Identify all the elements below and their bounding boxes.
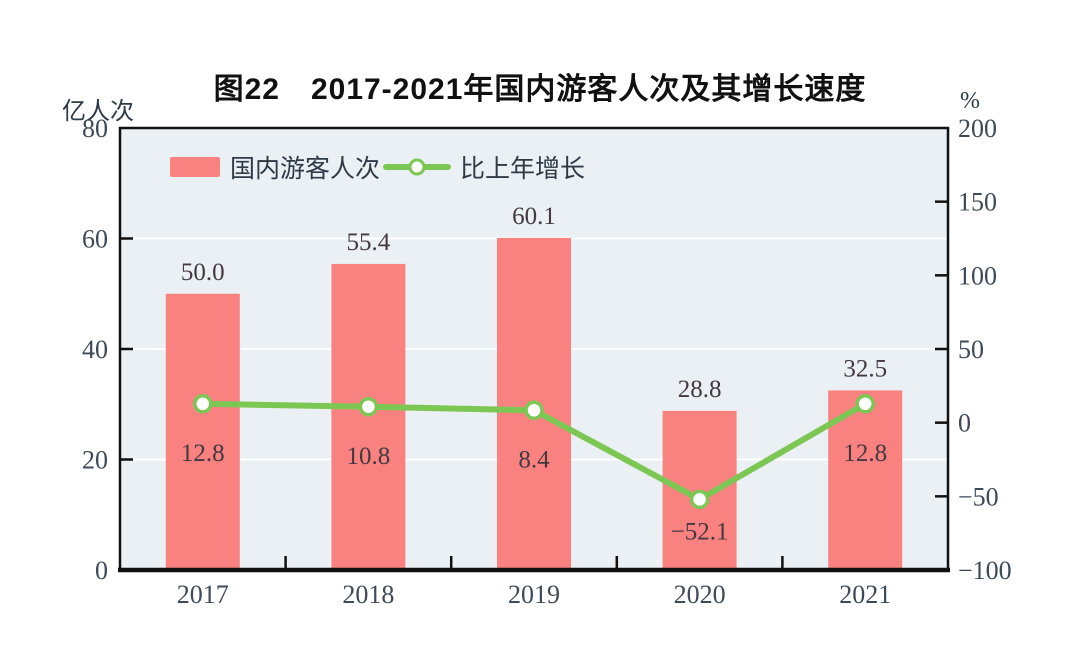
- left-axis-tick-label: 0: [95, 556, 108, 585]
- right-axis-tick-label: 150: [958, 188, 997, 217]
- line-marker: [689, 489, 710, 510]
- right-axis-unit-label: %: [960, 88, 980, 114]
- line-value-label: 8.4: [518, 446, 550, 473]
- right-axis-tick-label: −100: [958, 556, 1012, 585]
- bar-value-label: 60.1: [512, 203, 556, 230]
- line-marker: [358, 397, 379, 417]
- right-axis-tick-label: 0: [958, 409, 971, 438]
- line-marker: [193, 394, 213, 414]
- left-axis-tick-label: 40: [82, 335, 108, 364]
- bar-value-label: 55.4: [347, 229, 391, 256]
- bar-value-label: 32.5: [843, 355, 887, 382]
- legend-line-marker: [408, 158, 426, 176]
- right-axis-tick-label: 50: [958, 335, 984, 364]
- bar-2018: [331, 263, 406, 570]
- legend-bar-swatch: [170, 157, 220, 177]
- line-marker: [855, 394, 875, 414]
- x-axis-category-label: 2018: [342, 580, 394, 609]
- x-axis-category-label: 2017: [177, 580, 229, 609]
- chart-title: 图22 2017-2021年国内游客人次及其增长速度: [213, 73, 867, 106]
- bar-2017: [165, 293, 240, 570]
- legend-bar-label: 国内游客人次: [230, 155, 380, 183]
- line-marker: [524, 400, 544, 421]
- line-value-label: 10.8: [347, 443, 391, 470]
- line-value-label: 12.8: [181, 440, 225, 467]
- line-value-label: −52.1: [671, 518, 729, 545]
- x-axis-category-label: 2021: [839, 580, 891, 609]
- legend-line-label: 比上年增长: [460, 155, 585, 183]
- x-axis-category-label: 2020: [674, 580, 726, 609]
- left-axis-tick-label: 80: [82, 114, 108, 143]
- left-axis-tick-label: 20: [82, 446, 108, 475]
- left-axis-unit-label: 亿人次: [62, 99, 134, 125]
- right-axis-tick-label: −50: [958, 482, 999, 511]
- left-axis-tick-label: 60: [82, 225, 108, 254]
- bar-value-label: 50.0: [181, 259, 225, 286]
- line-value-label: 12.8: [843, 440, 887, 467]
- bar-value-label: 28.8: [678, 376, 722, 403]
- right-axis-tick-label: 100: [958, 261, 997, 290]
- x-axis-category-label: 2019: [508, 580, 560, 609]
- right-axis-tick-label: 200: [958, 114, 997, 143]
